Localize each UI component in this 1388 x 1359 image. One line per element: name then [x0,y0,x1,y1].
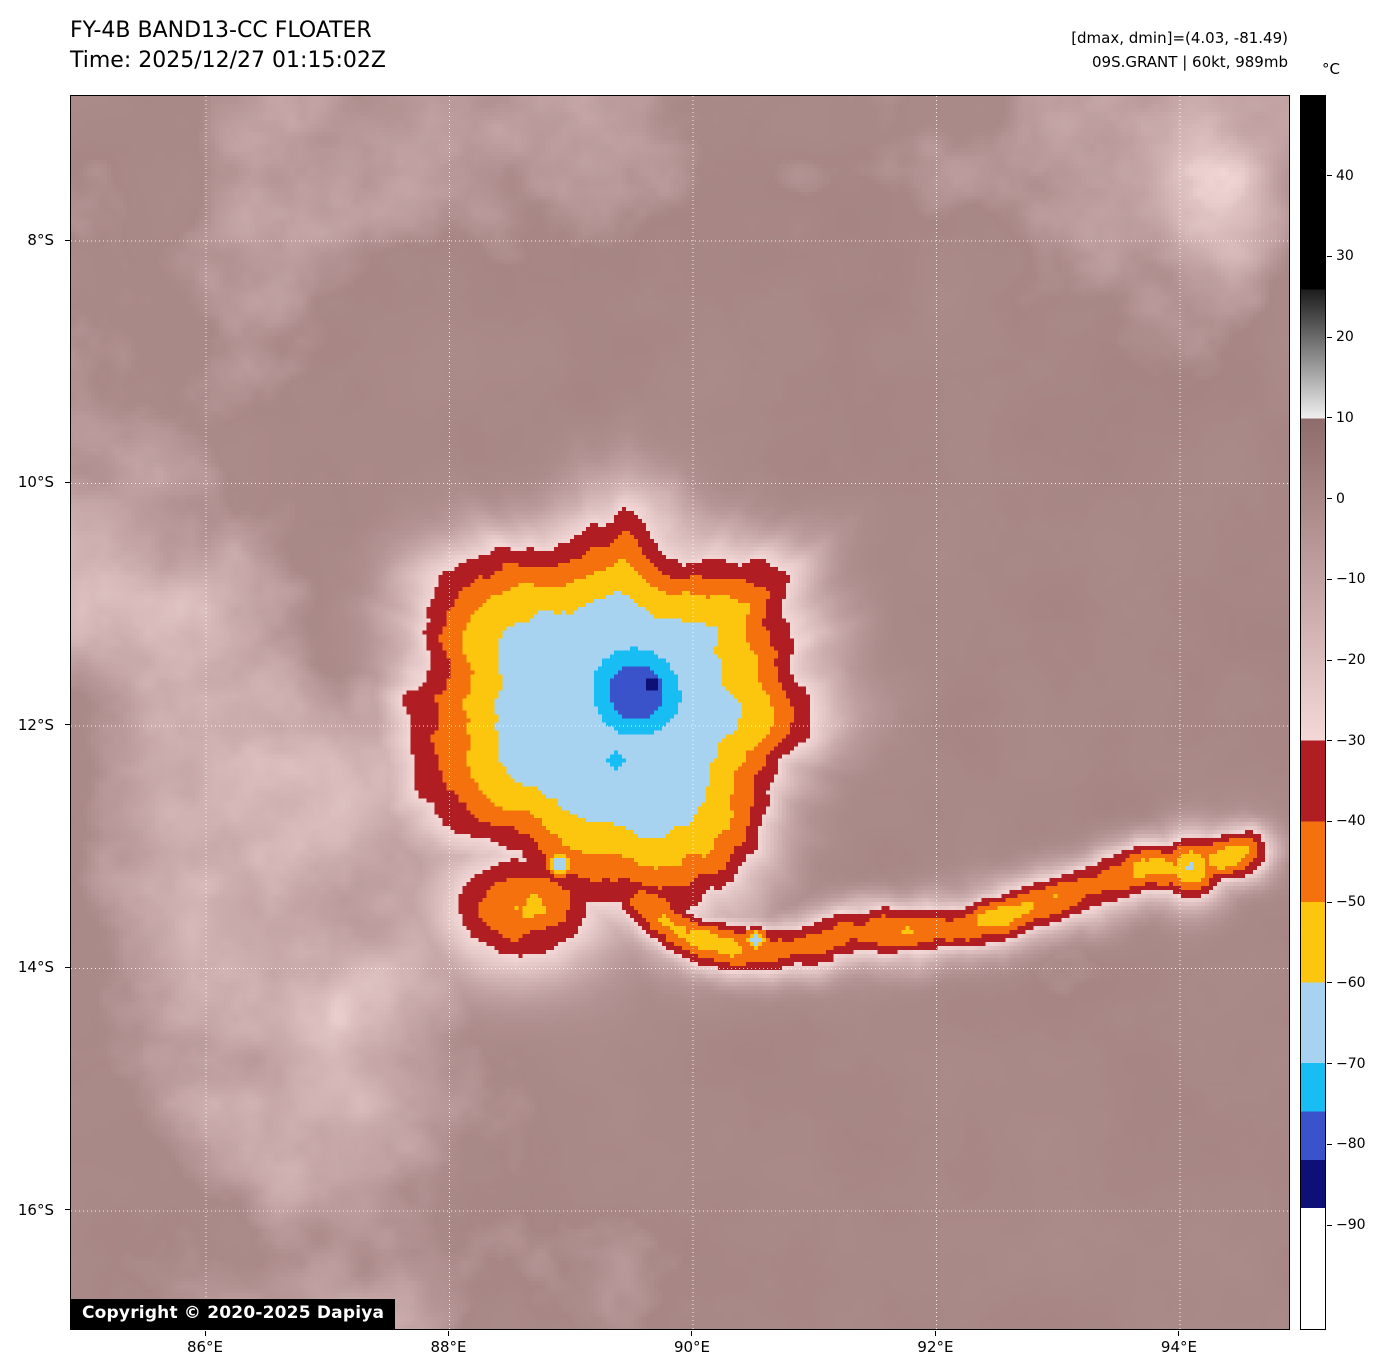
colorbar-tick-label: −50 [1336,894,1366,911]
colorbar-tick-label: 0 [1336,490,1345,507]
lon-tick-label: 94°E [1160,1338,1198,1356]
colorbar-tick-mark [1327,659,1332,661]
plot-timestamp: Time: 2025/12/27 01:15:02Z [70,48,386,73]
lon-tick-mark [934,1331,936,1336]
colorbar-tick-mark [1327,417,1332,419]
lon-tick-mark [448,1331,449,1336]
colorbar-unit-label: °C [1322,60,1340,78]
colorbar-tick-label: −10 [1336,571,1366,588]
copyright-badge: Copyright © 2020-2025 Dapiya [71,1299,396,1329]
colorbar-tick-mark [1327,336,1332,338]
lat-tick-mark [65,1209,70,1211]
lat-tick-label: 14°S [17,958,54,977]
longitude-axis: 86°E 88°E 90°E 92°E 94°E [70,1331,1290,1359]
lat-tick-mark [65,481,70,483]
lat-tick-label: 10°S [17,473,54,492]
lat-tick-mark [65,966,70,968]
lat-tick-mark [65,724,70,726]
lon-tick-label: 88°E [430,1338,467,1356]
title-block: FY-4B BAND13-CC FLOATER Time: 2025/12/27… [70,16,386,76]
colorbar-tick-label: −20 [1336,652,1366,669]
colorbar-tick-label: 40 [1336,167,1354,184]
colorbar [1300,95,1326,1330]
lon-tick-mark [204,1331,206,1336]
colorbar-tick-mark [1327,901,1332,903]
lat-tick-label: 12°S [17,715,54,734]
colorbar-tick-label: 30 [1336,248,1354,265]
colorbar-tick-label: −30 [1336,732,1366,749]
colorbar-tick-mark [1327,498,1332,500]
colorbar-axis: 40 30 20 10 0 −10 −20 −30 −40 −50 −60 −70 −80 −90 [1327,95,1387,1330]
colorbar-tick-mark [1327,1063,1332,1065]
satellite-map: Copyright © 2020-2025 Dapiya [70,95,1290,1330]
colorbar-tick-mark [1327,1143,1332,1145]
colorbar-tick-label: 10 [1336,409,1354,426]
latitude-axis: 8°S 10°S 12°S 14°S 16°S [0,95,70,1330]
storm-info: 09S.GRANT | 60kt, 989mb [1091,53,1288,71]
colorbar-tick-mark [1327,982,1332,984]
plot-title: FY-4B BAND13-CC FLOATER [70,18,372,43]
lat-tick-label: 8°S [27,231,54,249]
lon-tick-label: 92°E [917,1338,954,1356]
colorbar-tick-mark [1327,255,1332,257]
dmax-dmin-value: [dmax, dmin]=(4.03, -81.49) [1071,29,1288,47]
colorbar-tick-mark [1327,740,1332,742]
colorbar-tick-mark [1327,175,1332,177]
lat-tick-mark [65,239,70,241]
colorbar-tick-label: −90 [1336,1217,1366,1234]
annotation-block: [dmax, dmin]=(4.03, -81.49) 09S.GRANT | … [1071,26,1288,74]
colorbar-tick-mark [1327,578,1332,580]
colorbar-tick-label: −40 [1336,813,1366,830]
colorbar-tick-mark [1327,820,1332,822]
colorbar-tick-label: −60 [1336,974,1366,991]
lon-tick-label: 90°E [673,1338,711,1356]
satellite-image [71,96,1289,1329]
lon-tick-mark [691,1331,693,1336]
lon-tick-mark [1178,1331,1180,1336]
colorbar-tick-label: −70 [1336,1055,1366,1072]
lat-tick-label: 16°S [17,1200,54,1219]
colorbar-tick-mark [1327,1224,1332,1226]
colorbar-tick-label: −80 [1336,1136,1366,1153]
colorbar-tick-label: 20 [1336,329,1354,346]
lon-tick-label: 86°E [186,1338,224,1356]
